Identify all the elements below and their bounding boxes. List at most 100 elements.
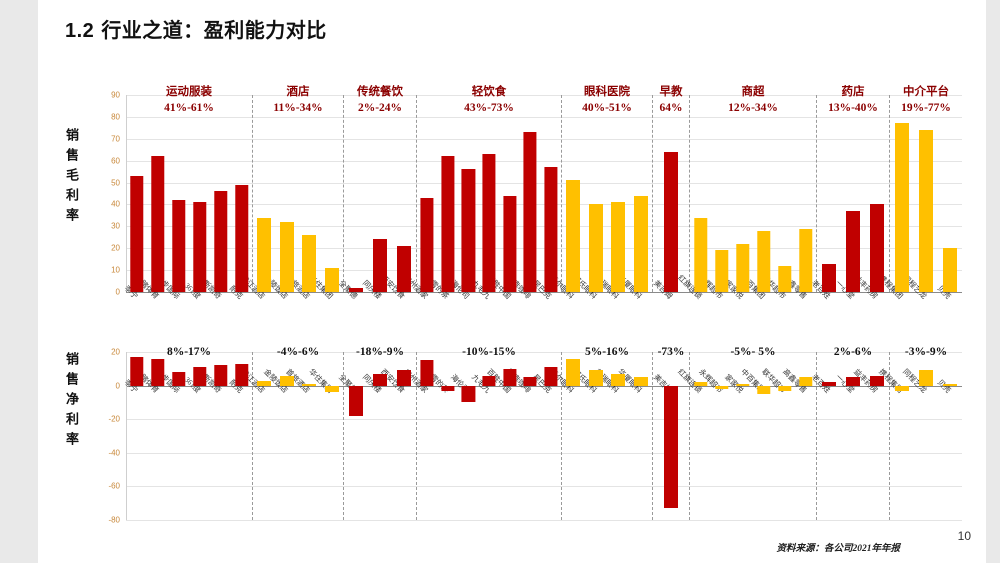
bar-slot: 九毛九 [469,95,500,301]
bar [693,382,708,386]
bar [150,156,165,292]
bar-slot: 红旗连锁 [676,352,711,520]
bar [714,385,729,389]
bar-groups: 8%-17%李宁安踏体育特步国际361度斯凯奇耐克-4%-6%锦江酒店金陵饭店首… [122,346,962,520]
bar-slot: 贝壳 [935,352,962,520]
industry-group: -73% 美吉姆 [651,346,690,520]
bar-slot: 同庆楼 [360,352,392,520]
bar-slot: 广州酒家 [402,95,438,301]
group-range: -5%- 5% [730,346,776,358]
bar-slot: 红旗连锁 [676,95,711,301]
group-range: -4%-6% [276,346,320,358]
bar-slot: 全聚德 [336,352,368,520]
group-name: 商超 [741,86,765,98]
group-name: 药店 [841,86,865,98]
y-tick-label: 70 [111,134,120,144]
bar-slot: 海伦司 [449,95,479,301]
bar-slot: 贝壳 [936,95,962,301]
bar [544,167,558,292]
bar [129,357,144,386]
page-title: 1.2 行业之道：盈利能力对比 [65,14,327,43]
bar [895,385,909,391]
bar [566,358,581,386]
bar-slot: 家家悦 [723,352,753,520]
group-header: -73% [649,345,693,361]
bar [349,287,363,292]
group-range: 41%-61% [164,101,214,114]
title-text: 行业之道：盈利能力对比 [101,20,327,42]
bar-slot: 高鑫零售 [781,95,816,301]
bar [279,375,294,386]
group-range: 40%-51% [582,101,632,114]
bar-slot: 特步国际 [154,95,189,301]
bar [461,169,476,292]
bar [566,180,581,292]
y-axis-line [126,95,127,292]
group-header: 轻饮食 43%-73% [413,85,565,116]
y-tick-label: -60 [108,481,120,491]
bar-slot: 广州酒家 [402,352,438,520]
bar [420,360,434,386]
bar-slot: 李宁 [122,352,147,520]
slide: 1.2 行业之道：盈利能力对比 销售毛利率 销售净利率 90 80 70 60 50 40 3… [38,0,986,563]
industry-group: 2%-6% 老百姓 一心堂 益丰药房 [809,346,890,520]
bar-slot: 华厦眼科 [616,95,653,301]
group-header: 8%-17% [122,345,256,361]
bar-slot: 何氏眼科 [571,95,608,301]
bar-slot: 永辉超市 [697,95,732,301]
industry-group: -10%-15% 广州酒家 奈雪的茶 海伦司 九毛九 百胜中国 瑞幸咖啡 星巴克 [402,346,562,520]
group-range: 2%-6% [833,346,873,358]
gridline [126,270,962,272]
y-axis-line [126,352,127,520]
bar-slot: 携程集团 [877,352,914,520]
page-number: 10 [957,529,971,543]
bar [611,202,626,292]
zero-axis-line [126,385,962,387]
bar-slot: 美吉姆 [651,352,689,520]
industry-group: 8%-17% 李宁安踏体育特步国际361度斯凯奇耐克 [122,346,253,520]
y-tick-label: 20 [111,347,120,357]
group-header: 运动服装 41%-61% [122,85,256,116]
group-range: -3%-9% [904,346,948,358]
bar [213,191,228,292]
group-range: -10%-15% [462,346,516,358]
bar [373,373,387,386]
bar-slot: 华住集团 [307,95,344,301]
bar-slot: 老百姓 [809,352,841,520]
bar [441,385,455,391]
group-name: 运动服装 [166,86,212,98]
bar-slot: 瑞幸咖啡 [505,352,541,520]
bar-slot: 普瑞眼科 [593,95,630,301]
bar [822,263,836,292]
bar-slot: 锦江酒店 [239,95,276,301]
bar-slot: 首旅酒店 [284,352,321,520]
bar [150,358,165,386]
gross-margin-chart: 90 80 70 60 50 40 30 20 10 0 运动服装 41%-61% 李宁 安踏体育 特步国际… [111,86,962,301]
bar-slot: 老百姓 [809,95,841,301]
industry-group: 中介平台 19%-77% 携程集团 同程艺龙 贝壳 [877,86,962,301]
bar [588,204,603,292]
bar [611,373,626,386]
bar-slot: 安踏体育 [133,352,168,520]
bar [302,235,317,292]
group-range: -18%-9% [356,346,404,358]
bar [756,385,771,394]
industry-group: -18%-9% 全聚德 同庆楼 西安饮食 [336,346,417,520]
y-tick-label: -40 [108,448,120,458]
group-name: 酒店 [286,86,310,98]
bar-slot: 星巴克 [531,352,561,520]
group-range: 19%-77% [901,101,951,114]
bar [664,385,678,509]
source-note: 资料来源：各公司2021年年报 [776,544,900,554]
group-name: 轻饮食 [471,86,507,98]
gridline [126,520,962,521]
group-range: 13%-40% [828,101,878,114]
group-header: -18%-9% [340,345,420,361]
bar [349,385,363,416]
bar-slot: 海伦司 [449,352,479,520]
bar [777,385,792,391]
industry-group: -3%-9% 携程集团 同程艺龙 贝壳 [877,346,962,520]
bar-slot: 美吉姆 [651,95,689,301]
bar-slot: 家家悦 [723,95,753,301]
company-label: 贝壳 [935,377,953,395]
